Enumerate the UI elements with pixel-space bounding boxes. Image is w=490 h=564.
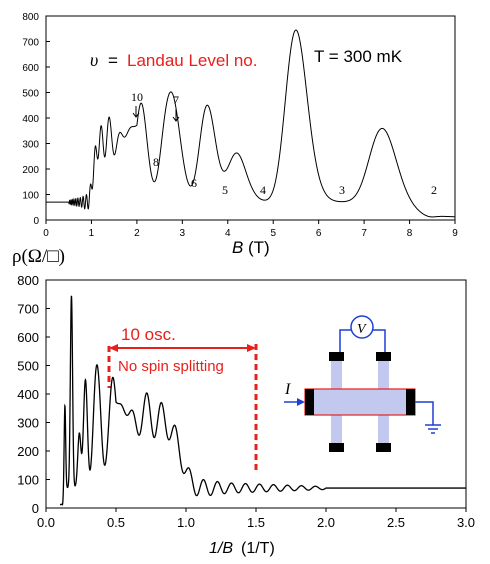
upper-x-tick-label: 4 — [225, 228, 231, 239]
level-label-10: 10 — [131, 90, 143, 104]
source-contact — [305, 389, 314, 415]
lower-x-tick-label: 2.0 — [317, 515, 335, 530]
contact-bottom-left — [329, 443, 344, 452]
level-label-2: 2 — [431, 183, 437, 197]
upper-resistivity-curve — [46, 29, 456, 218]
contact-bottom-right — [376, 443, 391, 452]
level-label-6: 6 — [191, 176, 197, 190]
level-label-7: 7 — [173, 93, 179, 107]
ground-wire — [415, 401, 434, 425]
contact-top-left — [329, 352, 344, 361]
lower-x-tick-label: 0.0 — [37, 515, 55, 530]
upper-x-tick-label: 3 — [180, 228, 186, 239]
equals-sign: = — [108, 51, 118, 70]
current-arrow-icon — [297, 398, 305, 406]
lower-y-tick-label: 400 — [17, 387, 39, 402]
upper-y-tick-label: 300 — [22, 140, 39, 151]
lower-resistivity-curve — [60, 295, 466, 506]
hall-bar-channel — [304, 388, 416, 416]
upper-x-tick-label: 7 — [361, 228, 367, 239]
level-label-4: 4 — [260, 183, 266, 197]
upper-chart: 0 100 200 300 400 500 600 700 800 0 1 2 3 4 5 6 7 8 9 υ =… — [12, 12, 458, 267]
lower-x-tick-label: 3.0 — [457, 515, 475, 530]
lower-y-tick-label: 500 — [17, 359, 39, 374]
upper-y-tick-label: 400 — [22, 114, 39, 125]
voltmeter-icon — [350, 315, 374, 339]
upper-y-tick-label: 600 — [22, 63, 39, 74]
nu-symbol: υ — [90, 50, 98, 70]
ground-icon — [425, 424, 441, 434]
lower-x-tick-label: 0.5 — [107, 515, 125, 530]
upper-x-ticks: 0 1 2 3 4 5 6 7 8 9 — [43, 220, 458, 239]
upper-x-tick-label: 5 — [270, 228, 276, 239]
lower-y-tick-label: 700 — [17, 302, 39, 317]
lower-x-tick-label: 2.5 — [387, 515, 405, 530]
lower-y-tick-label: 800 — [17, 273, 39, 288]
landau-level-label: Landau Level no. — [127, 51, 257, 70]
lower-x-ticks: 0.0 0.5 1.0 1.5 2.0 2.5 3.0 — [37, 508, 475, 530]
lower-y-tick-label: 300 — [17, 416, 39, 431]
contact-top-right — [376, 352, 391, 361]
level-label-5: 5 — [222, 183, 228, 197]
y-axis-label: ρ(Ω/□) — [12, 246, 65, 267]
voltmeter-wire-left — [339, 329, 351, 352]
upper-x-tick-label: 2 — [134, 228, 140, 239]
upper-x-tick-label: 0 — [43, 228, 49, 239]
upper-x-tick-label: 6 — [316, 228, 322, 239]
voltmeter-wire-right — [373, 329, 386, 352]
arrow-left-icon — [109, 344, 118, 352]
voltmeter-label: V — [357, 322, 367, 337]
hall-bar-diagram: V I — [284, 315, 441, 452]
upper-x-tick-label: 9 — [452, 228, 458, 239]
arrow-right-icon — [247, 344, 256, 352]
upper-y-ticks: 0 100 200 300 400 500 600 700 800 — [22, 12, 50, 227]
no-spin-splitting-label: No spin splitting — [118, 358, 224, 375]
lower-y-tick-label: 600 — [17, 330, 39, 345]
upper-y-tick-label: 700 — [22, 38, 39, 49]
lower-y-ticks: 0 100 200 300 400 500 600 700 800 — [17, 273, 50, 516]
upper-y-tick-label: 800 — [22, 12, 39, 23]
upper-x-tick-label: 8 — [407, 228, 413, 239]
lower-y-tick-label: 0 — [32, 501, 39, 516]
upper-y-tick-label: 500 — [22, 89, 39, 100]
lower-x-tick-label: 1.0 — [177, 515, 195, 530]
level-label-3: 3 — [339, 183, 345, 197]
upper-x-tick-label: 1 — [89, 228, 95, 239]
lower-x-axis-label-unit: (1/T) — [241, 540, 275, 557]
arrow-down-icon — [132, 106, 140, 118]
level-label-8: 8 — [153, 155, 159, 169]
arrow-down-icon — [172, 109, 180, 122]
upper-x-axis-label-var: B — [232, 238, 243, 257]
lower-x-tick-label: 1.5 — [247, 515, 265, 530]
temperature-label: T = 300 mK — [314, 47, 403, 66]
oscillation-count-label: 10 osc. — [121, 325, 176, 344]
drain-contact — [406, 389, 415, 415]
lower-y-tick-label: 200 — [17, 444, 39, 459]
lower-x-axis-label-var: 1/B — [209, 540, 233, 557]
upper-y-tick-label: 100 — [22, 191, 39, 202]
upper-y-tick-label: 200 — [22, 165, 39, 176]
current-label: I — [284, 381, 291, 398]
upper-y-tick-label: 0 — [33, 216, 39, 227]
lower-y-tick-label: 100 — [17, 473, 39, 488]
upper-x-axis-label-unit: (T) — [248, 238, 270, 257]
lower-chart: 0 100 200 300 400 500 600 700 800 0.0 0.5 1.0 1.5 2.… — [17, 273, 475, 557]
